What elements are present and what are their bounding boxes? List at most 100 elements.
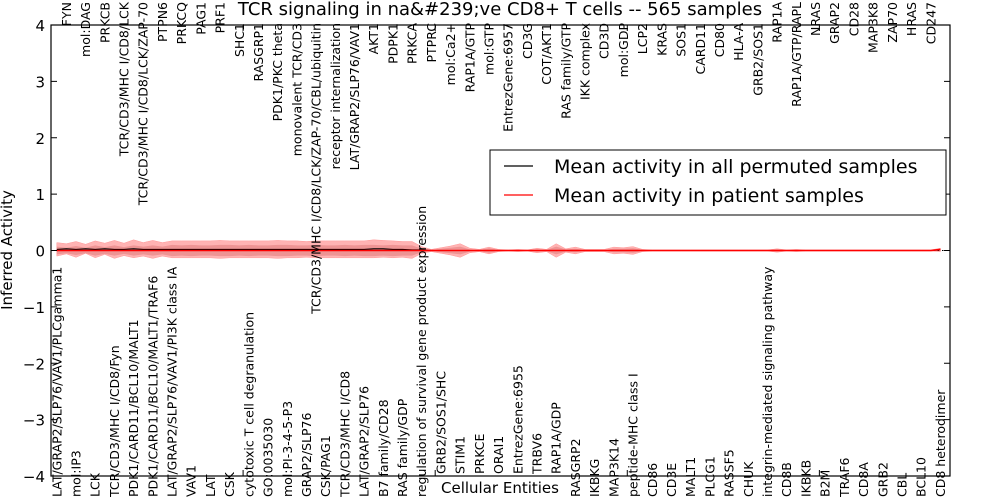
y-tick-label: 2 xyxy=(35,130,45,148)
x-tick-label: CD28 xyxy=(847,2,862,36)
x-tick-label: CSK xyxy=(222,471,237,497)
x-tick-label: receptor internalization xyxy=(328,23,343,169)
x-tick-label: GRAP2/SLP76 xyxy=(299,412,314,497)
x-tick-label: CD8 heterodimer xyxy=(933,389,948,497)
x-tick-label: IKBKG xyxy=(587,459,602,497)
y-tick-label: 0 xyxy=(35,243,45,261)
x-tick-label: PTPN6 xyxy=(155,2,170,42)
x-tick-label: PAG1 xyxy=(193,2,208,35)
x-tick-label: CBL xyxy=(895,473,910,497)
x-tick-label: SOS1 xyxy=(674,23,689,57)
y-tick-label: 1 xyxy=(35,186,45,204)
x-tick-label: LAT/GRAP2/SLP76/VAV1/PI3K class IA xyxy=(165,266,180,497)
x-tick-label: LAT/GRAP2/SLP76/VAV1 xyxy=(347,23,362,170)
legend-box xyxy=(489,149,947,216)
x-tick-label: KRAS xyxy=(654,23,669,56)
x-tick-label: B2M xyxy=(818,470,833,497)
x-tick-label: CD8B xyxy=(779,462,794,497)
x-tick-label: COT/AKT1 xyxy=(539,23,554,85)
x-tick-label: PRF1 xyxy=(213,2,228,33)
x-tick-label: LAT/GRAP2/SLP76 xyxy=(357,386,372,497)
x-tick-label: MAP3K8 xyxy=(866,2,881,53)
x-tick-label: CD3E xyxy=(664,463,679,497)
x-tick-label: TCR/CD3/MHC I/CD8/LCK/ZAP-70/CBL/ubiquit… xyxy=(309,23,324,315)
x-tick-label: TRAF6 xyxy=(837,457,852,498)
patient-mean-line xyxy=(56,248,941,252)
x-axis-label: Cellular Entities xyxy=(441,479,559,497)
x-tick-label: CD3G xyxy=(520,23,535,59)
y-tick-label: −3 xyxy=(23,412,45,430)
x-tick-label: monovalent TCR/CD3 xyxy=(289,23,304,156)
x-tick-label: GRB2/SOS1 xyxy=(750,23,765,96)
x-tick-label: PDK1/CARD11/BCL10/MALT1/TRAF6 xyxy=(145,276,160,497)
y-tick-label: 4 xyxy=(35,17,45,35)
x-tick-label: CD8A xyxy=(856,462,871,497)
x-tick-label: GRB2 xyxy=(875,462,890,497)
x-tick-label: AKT1 xyxy=(366,23,381,54)
y-tick-label: −1 xyxy=(23,299,45,317)
x-tick-label: B7 family/CD28 xyxy=(376,399,391,497)
x-tick-label: RASSF5 xyxy=(722,449,737,497)
x-tick-label: IKBKB xyxy=(798,460,813,497)
x-tick-label: TCR/CD3/MHC I/CD8/LCK xyxy=(117,1,132,157)
x-tick-label: RAP1A/GDP xyxy=(549,402,564,474)
plot-area-frame xyxy=(50,24,951,477)
x-tick-label: cytotoxic T cell degranulation xyxy=(241,312,256,497)
x-tick-label: MAP3K14 xyxy=(606,438,621,497)
x-tick-label: GO:0035030 xyxy=(261,418,276,497)
x-tick-label: GRAP2 xyxy=(827,2,842,44)
series-lines xyxy=(56,248,941,252)
x-tick-label: HRAS xyxy=(904,2,919,36)
x-tick-label: RAS family/GTP xyxy=(558,23,573,119)
x-tick-label: mol:Ca2+ xyxy=(443,23,458,85)
x-tick-label: FYN xyxy=(59,2,74,26)
x-tick-label: MALT1 xyxy=(683,457,698,497)
y-tick-label: −4 xyxy=(23,468,45,486)
x-tick-label: PDPK1 xyxy=(385,23,400,64)
x-tick-label: PLCG1 xyxy=(702,456,717,497)
x-tick-label: RAS family/GDP xyxy=(395,398,410,497)
legend: Mean activity in all permuted samples Me… xyxy=(489,149,947,216)
x-tick-label: LAT xyxy=(203,474,218,497)
x-tick-label: LCK xyxy=(88,472,103,497)
x-tick-label: STIM1 xyxy=(453,436,468,474)
x-tick-label: IKK complex xyxy=(578,23,593,100)
x-tick-label: TCR/CD3/MHC I/CD8/Fyn xyxy=(107,345,122,498)
x-tick-label: integrin-mediated signaling pathway xyxy=(760,266,775,497)
x-tick-label: EntrezGene:6957 xyxy=(501,23,516,132)
x-tick-label: RASGRP1 xyxy=(251,23,266,82)
x-tick-label: mol:DAG xyxy=(78,2,93,57)
x-tick-label: CSK/PAG1 xyxy=(318,435,333,497)
x-tick-label: PTPRC xyxy=(424,23,439,63)
x-tick-label: TCR/CD3/MHC I/CD8/LCK/ZAP-70 xyxy=(136,2,151,206)
chart-title: TCR signaling in na&#239;ve CD8+ T cells… xyxy=(237,0,762,20)
x-tick-label: mol:IP3 xyxy=(69,450,84,497)
x-tick-label: RASGRP2 xyxy=(568,438,583,497)
x-tick-label: SHC1 xyxy=(232,23,247,57)
x-tick-label: mol:GDP xyxy=(616,23,631,78)
axis-ticks: −4 −3 −2 −1 0 1 2 3 4 xyxy=(23,17,950,486)
x-tick-label: GRB2/SOS1/SHC xyxy=(434,371,449,474)
x-tick-label: CD86 xyxy=(645,463,660,497)
x-tick-label: CARD11 xyxy=(693,23,708,75)
y-axis-label: Inferred Activity xyxy=(0,190,16,310)
x-tick-label: TCR/CD3/MHC I/CD8 xyxy=(337,371,352,498)
x-tick-label: PRKCQ xyxy=(174,2,189,44)
x-tick-label: RAP1A/GTP/RAPL xyxy=(789,2,804,107)
x-tick-label: VAV1 xyxy=(184,465,199,497)
x-tick-label: TRBV6 xyxy=(530,433,545,475)
legend-label-permuted: Mean activity in all permuted samples xyxy=(554,156,917,178)
x-tick-label: CHUK xyxy=(741,461,756,497)
x-tick-label: mol:PI-3-4-5-P3 xyxy=(280,401,295,497)
y-tick-label: 3 xyxy=(35,73,45,91)
x-tick-label: BCL10 xyxy=(914,457,929,497)
x-tick-label: ORAI1 xyxy=(491,436,506,474)
x-tick-label: PRKCE xyxy=(472,434,487,474)
x-tick-label: LCP2 xyxy=(635,23,650,54)
x-tick-label: CD3D xyxy=(597,23,612,59)
x-tick-label: RAP1A/GTP xyxy=(462,23,477,93)
x-tick-label: PRKCB xyxy=(97,2,112,43)
legend-label-patient: Mean activity in patient samples xyxy=(554,185,864,207)
x-tick-label: RAP1A xyxy=(770,2,785,43)
x-tick-label: PDK1/PKC theta xyxy=(270,23,285,121)
